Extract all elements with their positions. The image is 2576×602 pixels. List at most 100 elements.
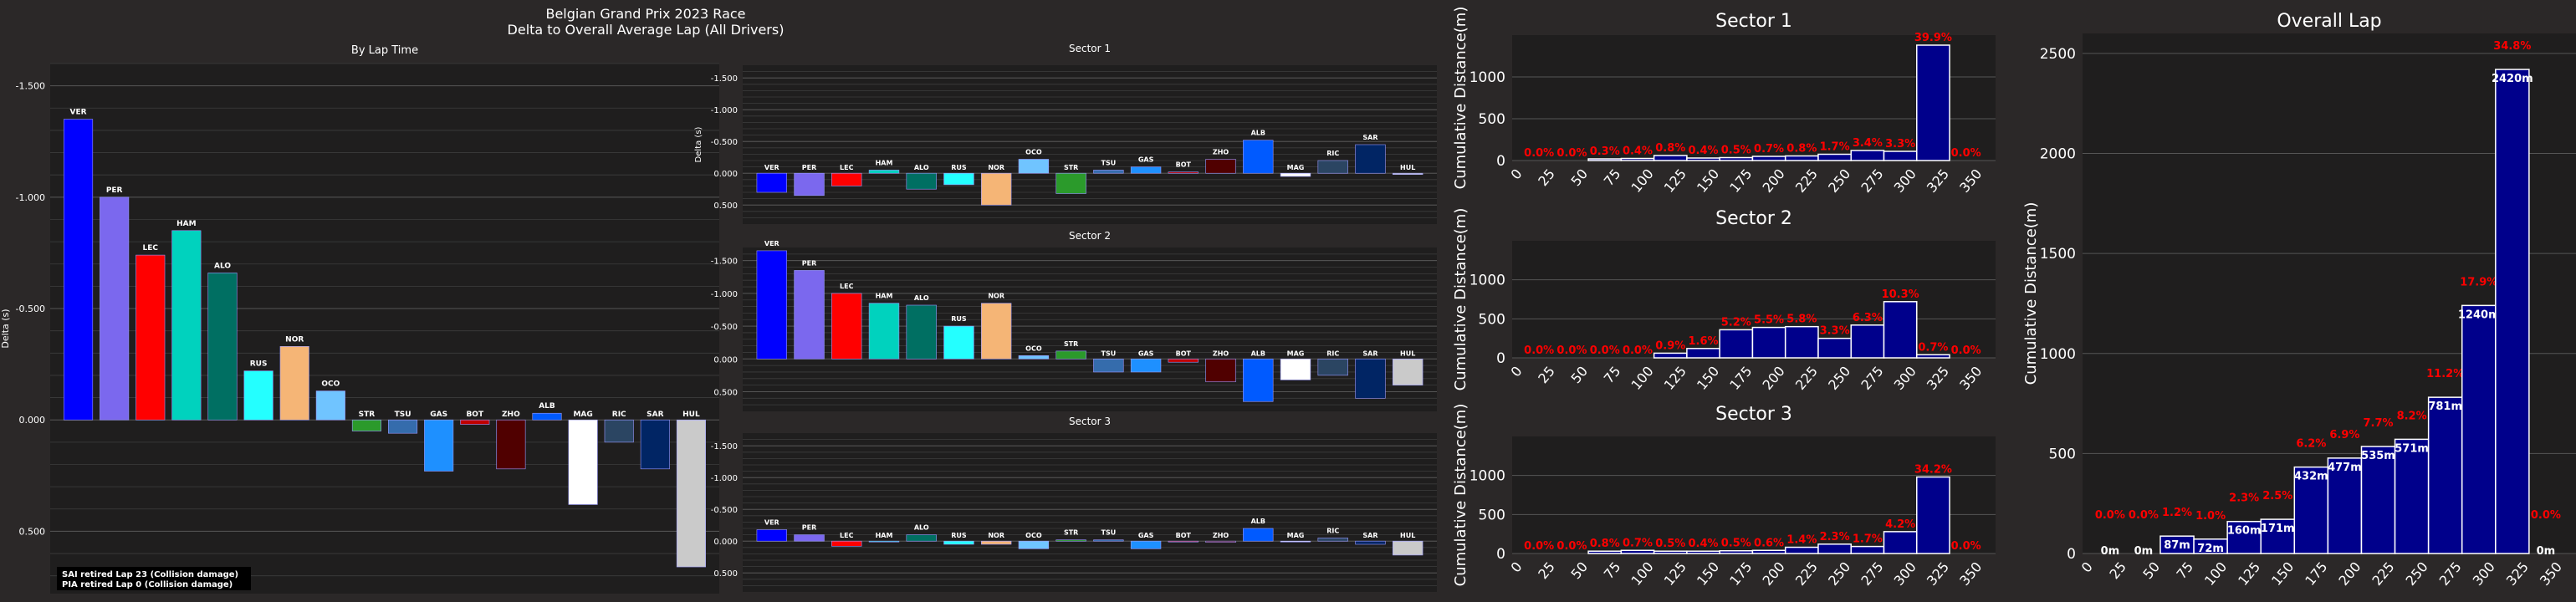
sector-3-bar-label: STR: [1064, 529, 1078, 537]
sector-3-bar-ham: [868, 540, 900, 543]
sector-1-title: Sector 1: [1069, 43, 1111, 54]
sector-3-bar-zho: [1205, 540, 1236, 543]
sector-3-bar-mag: [1280, 540, 1311, 543]
hist-overall-lap-value-label: 0m: [2101, 545, 2120, 558]
by-lap-time-annotation-line2: PIA retired Lap 0 (Collision damage): [62, 580, 233, 589]
sector-1-ytick-label: -0.500: [711, 138, 738, 147]
by-lap-time-bar-alb: [532, 412, 562, 421]
by-lap-time-bar-ham: [171, 230, 202, 421]
sector-1-bar-label: VER: [764, 164, 779, 171]
sector-1-bar-bot: [1168, 171, 1199, 174]
hist-overall-lap-ytick-label: 2500: [2040, 46, 2076, 63]
hist-sector-3-bin-bar: [1653, 550, 1688, 554]
hist-overall-lap-value-label: 535m: [2361, 450, 2395, 462]
hist-sector-3-ylabel: Cumulative Distance(m): [1452, 404, 1469, 587]
hist-overall-lap-bin-bar: [2360, 446, 2396, 554]
hist-sector-1-percent-label: 0.4%: [1688, 145, 1718, 157]
by-lap-time-bar-label: NOR: [285, 335, 304, 344]
sector-3-plot-area: [743, 433, 1437, 592]
sector-3-bar-label: RUS: [951, 532, 967, 539]
by-lap-time-annotation-line1: SAI retired Lap 23 (Collision damage): [62, 570, 238, 579]
hist-sector-1-bin-bar: [1784, 155, 1819, 161]
by-lap-time-bar-alo: [207, 273, 238, 421]
hist-sector-1-percent-label: 0.7%: [1754, 143, 1784, 156]
chart-by-lap-time: By Lap Time -1.500 -1.000 -0.500 0.000 0.500 D…: [0, 44, 719, 594]
figure-title-line1: Belgian Grand Prix 2023 Race: [545, 6, 745, 22]
sector-3-bar-label: HUL: [1400, 532, 1415, 539]
sector-3-bar-per: [794, 534, 825, 542]
chart-sector-3: Sector 3 -1.500 -1.000 -0.500 0.000 0.500 VER P…: [711, 416, 1437, 592]
sector-2-bar-label: RIC: [1326, 349, 1339, 357]
sector-3-bar-label: HAM: [876, 532, 893, 539]
hist-overall-lap-percent-label: 11.2%: [2426, 368, 2464, 380]
hist-overall-lap-value-label: 87m: [2164, 539, 2190, 552]
by-lap-time-ylabel: Delta (s): [0, 309, 11, 348]
sector-2-title: Sector 2: [1069, 230, 1111, 242]
sector-3-bar-label: ALB: [1251, 518, 1265, 525]
by-lap-time-bar-label: RIC: [612, 411, 626, 419]
by-lap-time-bar-label: LEC: [143, 244, 159, 253]
hist-overall-lap-bin-bar: [2394, 438, 2430, 554]
hist-sector-3-percent-label: 0.5%: [1655, 538, 1685, 550]
sector-3-bar-ric: [1317, 538, 1348, 542]
sector-2-bar-label: GAS: [1138, 349, 1154, 357]
hist-sector-3-bin-bar: [1686, 550, 1720, 554]
hist-overall-lap-bin-bar: [2226, 520, 2262, 554]
sector-2-bar-hul: [1392, 358, 1423, 385]
sector-3-ytick-label: 0.500: [713, 569, 738, 579]
hist-sector-2-percent-label: 1.6%: [1688, 335, 1718, 348]
sector-1-bar-nor: [980, 172, 1012, 206]
hist-sector-2-percent-label: 0.7%: [1918, 341, 1948, 354]
by-lap-time-annotation-box: [57, 567, 251, 590]
hist-sector-3-bin-bar: [1784, 546, 1819, 554]
sector-2-bar-label: SAR: [1362, 349, 1377, 357]
sector-2-bar-sar: [1355, 358, 1386, 399]
hist-sector-1-bin-bar: [1916, 44, 1950, 161]
sector-3-bar-label: RIC: [1326, 527, 1339, 534]
sector-1-bar-label: ALB: [1251, 130, 1265, 137]
hist-sector-3-percent-label: 0.0%: [1951, 540, 1981, 553]
hist-overall-lap-percent-label: 17.9%: [2460, 276, 2497, 288]
sector-3-bar-label: LEC: [840, 532, 854, 539]
sector-1-bar-label: ALO: [914, 164, 929, 171]
by-lap-time-bar-rus: [243, 370, 273, 421]
sector-3-bar-label: BOT: [1176, 532, 1192, 539]
by-lap-time-bar-label: TSU: [395, 411, 411, 419]
sector-3-bar-label: GAS: [1138, 532, 1154, 539]
hist-sector-2-percent-label: 0.0%: [1590, 344, 1620, 357]
by-lap-time-ytick-label: 0.000: [19, 415, 46, 426]
hist-overall-lap-bin-bar: [2260, 518, 2296, 554]
by-lap-time-bar-label: ALO: [214, 262, 231, 270]
hist-overall-lap-percent-label: 0.0%: [2531, 509, 2561, 522]
sector-3-bar-label: ALO: [914, 524, 929, 532]
sector-2-bar-ric: [1317, 358, 1348, 376]
sector-3-bar-label: OCO: [1025, 532, 1042, 539]
hist-sector-2-bin-bar: [1817, 337, 1852, 359]
hist-overall-lap-value-label: 171m: [2261, 523, 2295, 535]
hist-sector-3-ytick-label: 0: [1496, 546, 1505, 563]
sector-1-bar-tsu: [1093, 170, 1124, 174]
sector-1-bar-label: LEC: [840, 164, 854, 171]
hist-sector-1-percent-label: 0.0%: [1524, 147, 1554, 160]
hist-sector-2-bin-bar: [1653, 352, 1688, 359]
hist-sector-3-percent-label: 34.2%: [1914, 464, 1952, 477]
sector-3-bar-lec: [831, 540, 862, 547]
sector-3-bar-nor: [980, 540, 1012, 545]
sector-2-bar-label: NOR: [988, 293, 1004, 300]
sector-1-ytick-label: -1.500: [711, 74, 738, 84]
by-lap-time-ytick-label: -1.500: [16, 81, 45, 92]
hist-sector-1-percent-label: 3.3%: [1885, 138, 1915, 150]
by-lap-time-bar-label: HUL: [682, 411, 700, 419]
hist-sector-2-bin-bar: [1883, 301, 1918, 359]
sector-2-bar-gas: [1130, 358, 1162, 373]
by-lap-time-ytick-label: -0.500: [16, 304, 45, 314]
hist-sector-3-bin-bar: [1620, 549, 1655, 554]
sector-1-bar-alo: [906, 172, 937, 190]
sector-1-bar-gas: [1130, 166, 1162, 174]
hist-sector-2-percent-label: 0.0%: [1951, 344, 1981, 357]
by-lap-time-bar-label: SAR: [647, 411, 663, 419]
sector-2-bar-label: TSU: [1101, 349, 1117, 357]
sector-3-bar-str: [1055, 539, 1086, 542]
hist-overall-lap-bin-bar: [2495, 69, 2530, 554]
by-lap-time-bar-label: RUS: [250, 360, 268, 369]
